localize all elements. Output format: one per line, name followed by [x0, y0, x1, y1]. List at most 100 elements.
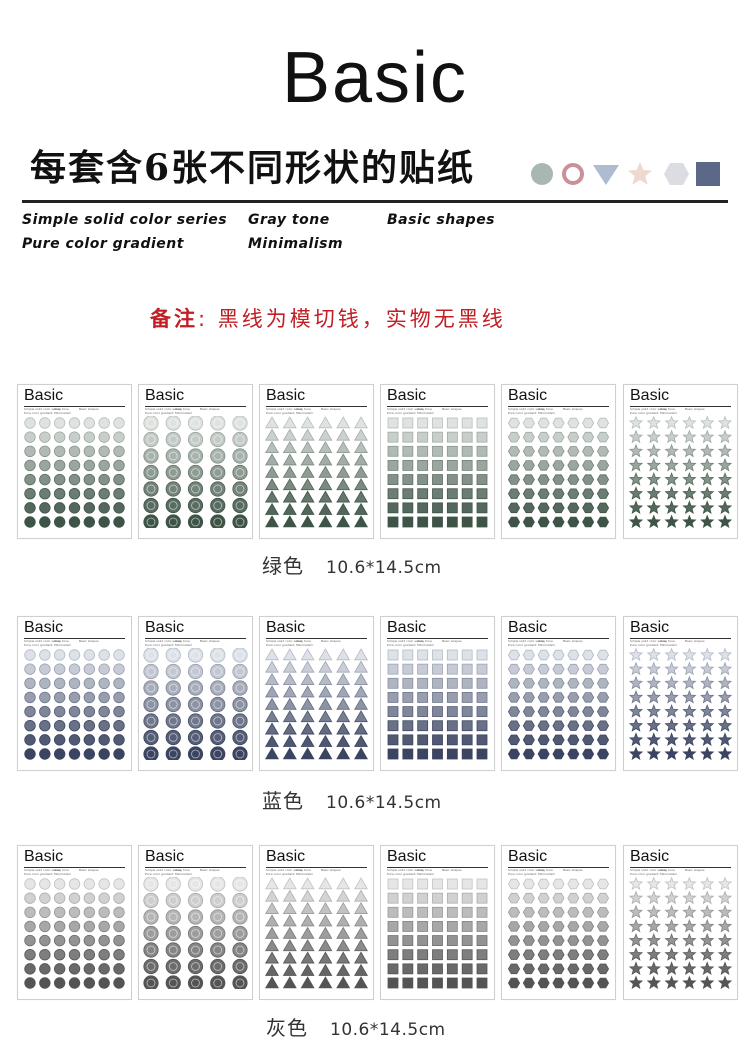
triangle-sticker [282, 747, 297, 760]
triangle-sticker [282, 515, 297, 528]
star-sticker [682, 718, 697, 732]
square-sticker [461, 963, 473, 975]
square-sticker [432, 706, 443, 717]
circle-sticker [98, 459, 110, 472]
sticker-sheet-square: Basic Simple solid color series Pure color… [380, 845, 495, 1000]
star-sticker [628, 648, 644, 662]
star-sticker [700, 890, 715, 905]
hexagon-sticker [537, 748, 550, 760]
triangle-sticker [300, 722, 315, 735]
triangle-sticker [282, 963, 297, 976]
triangle-sticker [354, 976, 368, 989]
sticker-sheet-ring: Basic Simple solid color series Pure color… [138, 845, 253, 1000]
triangle-sticker [300, 963, 315, 976]
ring-sticker [210, 925, 226, 942]
sheet-tag: Gray tone [296, 407, 311, 411]
ring-sticker [187, 481, 204, 497]
star-sticker [664, 918, 679, 933]
ring-sticker [165, 877, 181, 892]
square-sticker [402, 431, 414, 443]
star-sticker [664, 648, 679, 662]
circle-sticker [68, 705, 81, 718]
star-sticker [664, 416, 679, 430]
square-sticker [387, 720, 399, 732]
circle-sticker [68, 502, 81, 514]
triangle-sticker [300, 685, 315, 698]
hexagon-sticker-grid [507, 878, 610, 989]
triangle-sticker [300, 660, 315, 673]
triangle-sticker [265, 697, 279, 710]
hexagon-sticker [522, 488, 535, 499]
circle-sticker [24, 963, 36, 975]
hexagon-sticker [567, 892, 580, 904]
circle-sticker [83, 963, 96, 975]
circle-sticker [39, 649, 51, 661]
header-divider [22, 200, 728, 203]
sheet-tag: Minimalism [175, 643, 193, 647]
square-sticker [387, 474, 399, 485]
square-sticker [476, 474, 488, 485]
circle-sticker [83, 720, 96, 732]
circle-sticker [83, 459, 96, 472]
sheet-tag: Basic shapes [442, 868, 462, 872]
circle-sticker [68, 977, 81, 989]
star-sticker [700, 471, 715, 486]
circle-sticker [68, 663, 81, 675]
ring-sticker [187, 680, 204, 696]
ring-sticker [232, 416, 248, 431]
ring-sticker [143, 909, 159, 925]
triangle-sticker [354, 440, 368, 453]
circle-sticker [113, 649, 125, 661]
ring-sticker [210, 464, 226, 481]
triangle-sticker [300, 951, 315, 964]
hexagon-sticker [567, 748, 580, 760]
square-sticker [387, 663, 399, 675]
hexagon-sticker [537, 949, 550, 960]
circle-sticker [98, 934, 110, 947]
sheet-divider [387, 406, 488, 407]
square-sticker [476, 906, 488, 918]
star-sticker [646, 429, 661, 444]
hexagon-sticker [537, 692, 550, 703]
circle-sticker [113, 677, 125, 689]
circle-sticker [98, 748, 110, 760]
triangle-sticker [354, 963, 368, 976]
hexagon-sticker [552, 663, 565, 675]
triangle-sticker [265, 490, 279, 503]
ring-sticker [165, 909, 181, 925]
star-sticker [628, 416, 644, 430]
hexagon-sticker [596, 949, 610, 960]
triangle-sticker [265, 685, 279, 698]
sheet-divider [387, 638, 488, 639]
triangle-sticker [336, 901, 351, 914]
hexagon-sticker [567, 949, 580, 960]
ring-sticker [143, 648, 159, 663]
ring-sticker [232, 892, 248, 909]
circle-sticker [24, 502, 36, 514]
ring-sticker [143, 481, 159, 497]
sheet-size: 10.6*14.5cm [326, 558, 442, 578]
ring-sticker [165, 975, 181, 989]
ring-sticker [187, 958, 204, 975]
ring-sticker [232, 958, 248, 975]
circle-sticker [53, 516, 66, 528]
ring-sticker [232, 746, 248, 760]
tag-pure-gradient: Pure color gradient [22, 236, 184, 252]
triangle-sticker-grid [265, 877, 368, 989]
hexagon-sticker [596, 516, 610, 528]
tag-gray-tone: Gray tone [248, 212, 330, 228]
circle-sticker [24, 734, 36, 746]
triangle-sticker [265, 440, 279, 453]
hexagon-sticker-grid [507, 417, 610, 528]
circle-sticker [24, 473, 36, 486]
sheet-tag: Gray tone [417, 639, 432, 643]
square-sticker [387, 949, 399, 961]
triangle-sticker [354, 914, 368, 927]
star-sticker [682, 961, 697, 975]
star-sticker [646, 514, 661, 528]
sheet-tag: Minimalism [54, 411, 72, 415]
circle-sticker [53, 963, 66, 975]
hexagon-sticker [552, 935, 565, 946]
circle-sticker-grid [24, 878, 125, 989]
sheet-tag: Minimalism [296, 643, 314, 647]
